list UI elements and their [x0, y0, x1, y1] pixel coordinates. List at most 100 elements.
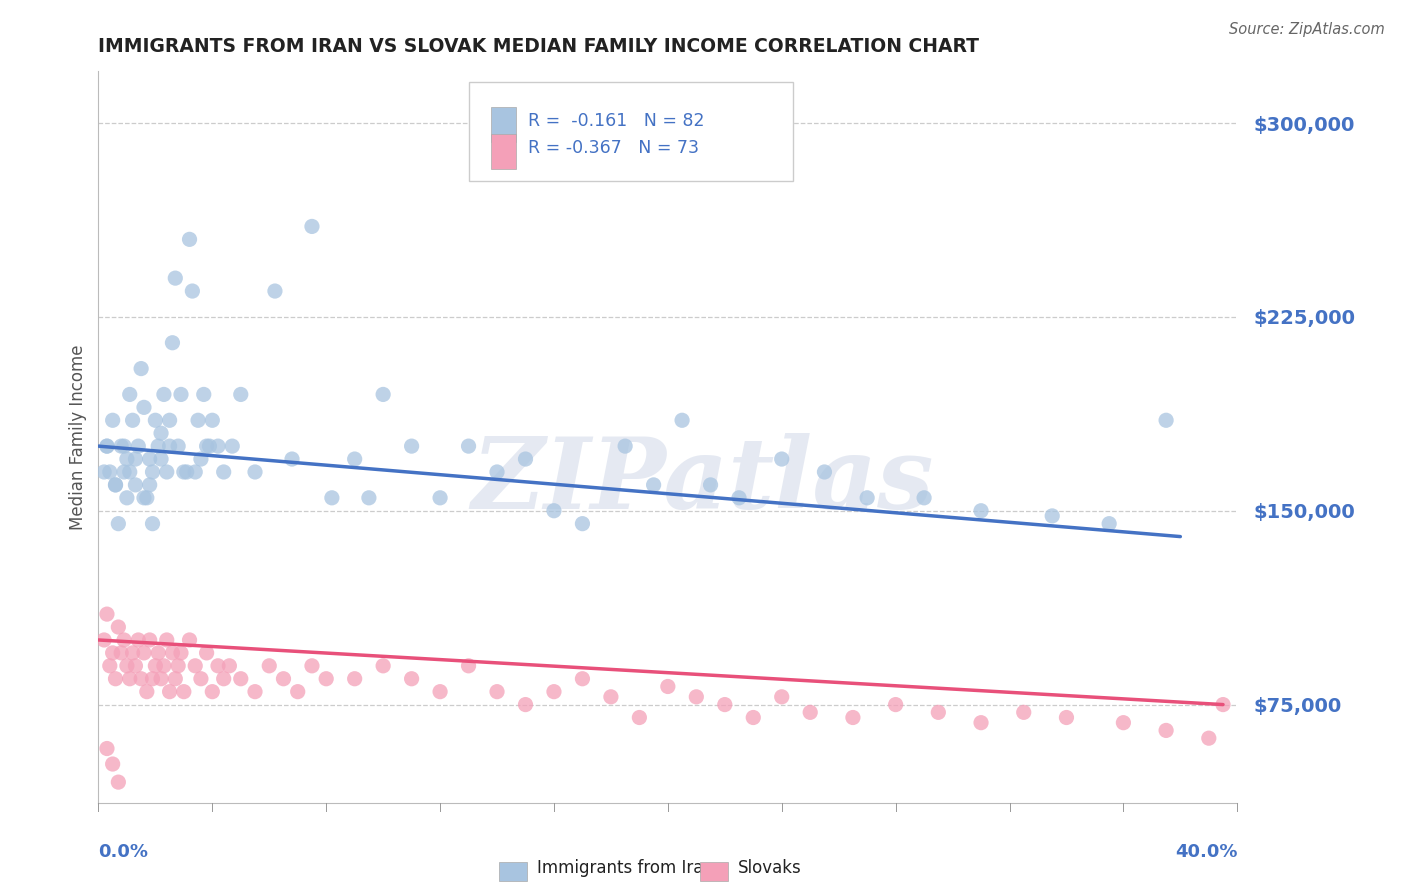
Point: [162, 646, 184, 660]
Point: [121, 413, 143, 427]
Point: [221, 439, 243, 453]
Point: [770, 690, 793, 704]
Point: [173, 684, 195, 698]
Point: [401, 672, 423, 686]
Point: [842, 710, 865, 724]
Point: [112, 439, 135, 453]
Point: [135, 684, 157, 698]
Point: [101, 413, 124, 427]
Point: [93, 632, 115, 647]
Point: [373, 387, 395, 401]
Point: [129, 672, 152, 686]
Point: [132, 646, 155, 660]
Point: [148, 439, 170, 453]
Text: ZIPatlas: ZIPatlas: [471, 433, 934, 529]
Point: [159, 684, 181, 698]
Point: [486, 684, 509, 698]
Point: [195, 439, 218, 453]
Point: [1112, 715, 1135, 730]
Point: [167, 439, 190, 453]
Point: [571, 672, 593, 686]
Point: [243, 465, 266, 479]
Point: [98, 658, 121, 673]
Point: [148, 646, 170, 660]
Point: [132, 401, 155, 415]
Point: [1012, 706, 1035, 720]
Point: [229, 387, 252, 401]
Point: [1154, 413, 1177, 427]
Point: [281, 452, 304, 467]
Point: [264, 284, 287, 298]
Point: [153, 658, 176, 673]
Point: [927, 706, 949, 720]
Point: [301, 658, 323, 673]
Point: [671, 413, 693, 427]
Point: [728, 491, 751, 505]
Point: [156, 465, 179, 479]
Point: [207, 658, 229, 673]
Point: [212, 672, 235, 686]
Point: [138, 452, 160, 467]
Point: [141, 516, 163, 531]
Bar: [491, 134, 516, 169]
Point: [127, 439, 149, 453]
Point: [343, 452, 366, 467]
Point: [145, 658, 167, 673]
Point: [273, 672, 295, 686]
Point: [112, 465, 135, 479]
Point: [153, 387, 176, 401]
Point: [124, 452, 146, 467]
Point: [193, 387, 215, 401]
Point: [515, 452, 537, 467]
Point: [104, 672, 127, 686]
Point: [181, 284, 204, 298]
Point: [150, 452, 173, 467]
Point: [515, 698, 537, 712]
Point: [429, 491, 451, 505]
Point: [343, 672, 366, 686]
Point: [156, 632, 179, 647]
Point: [201, 413, 224, 427]
Point: [799, 706, 821, 720]
Point: [229, 672, 252, 686]
Point: [165, 271, 187, 285]
Point: [212, 465, 235, 479]
Point: [198, 439, 221, 453]
Point: [912, 491, 935, 505]
Point: [429, 684, 451, 698]
Point: [190, 672, 212, 686]
Point: [124, 658, 146, 673]
Point: [259, 658, 281, 673]
Point: [614, 439, 637, 453]
Point: [138, 632, 160, 647]
Point: [101, 757, 124, 772]
Point: [187, 413, 209, 427]
Point: [401, 439, 423, 453]
Point: [124, 478, 146, 492]
Point: [138, 478, 160, 492]
Point: [110, 439, 132, 453]
Point: [173, 465, 195, 479]
Point: [207, 439, 229, 453]
Point: [132, 491, 155, 505]
Point: [184, 465, 207, 479]
Point: [813, 465, 835, 479]
Point: [159, 413, 181, 427]
Point: [115, 491, 138, 505]
Point: [486, 465, 509, 479]
Point: [1040, 508, 1063, 523]
Point: [107, 620, 129, 634]
Point: [218, 658, 240, 673]
Point: [170, 646, 193, 660]
Point: [101, 646, 124, 660]
Point: [657, 680, 679, 694]
Point: [195, 646, 218, 660]
Point: [1098, 516, 1121, 531]
Point: [150, 672, 173, 686]
Point: [112, 632, 135, 647]
Point: [884, 698, 907, 712]
Point: [190, 452, 212, 467]
Point: [600, 690, 623, 704]
Point: [243, 684, 266, 698]
Point: [287, 684, 309, 698]
